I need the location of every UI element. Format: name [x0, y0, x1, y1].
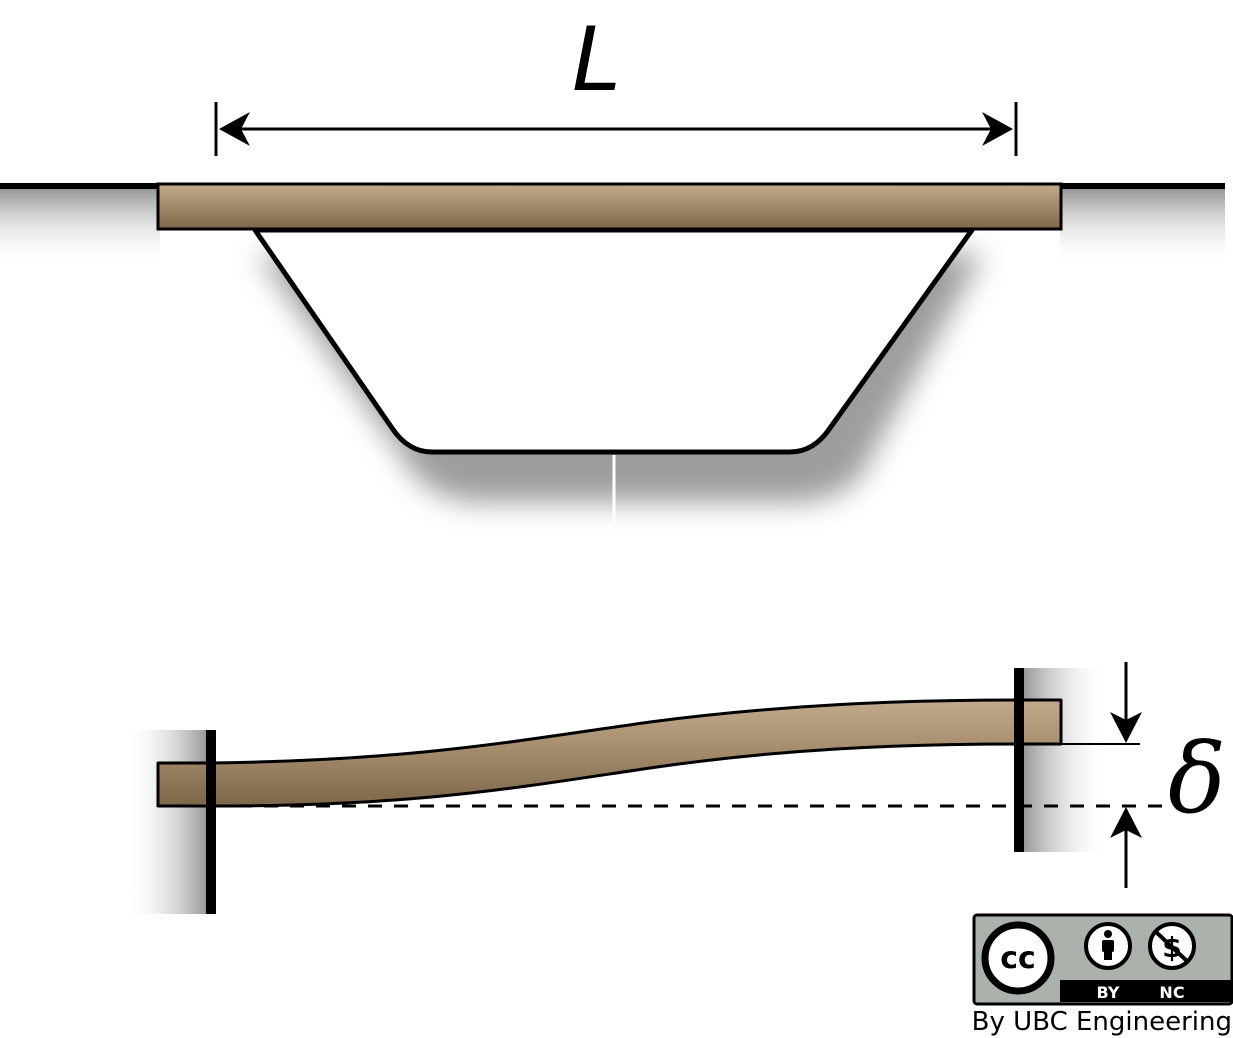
- cc-icon: [981, 921, 1055, 995]
- left-wall-shading: [124, 730, 212, 914]
- cc-icon-text: cc: [1000, 941, 1036, 976]
- right-wall-shading: [1018, 668, 1110, 852]
- plank: [156, 182, 1063, 231]
- span-arrow-left: [219, 112, 250, 146]
- top-view: L: [0, 8, 1225, 522]
- ground-shading-right: [1060, 186, 1225, 266]
- deflected-beam: [156, 698, 1063, 808]
- span-arrow-right: [982, 112, 1013, 146]
- bottom-view: δ: [124, 662, 1226, 914]
- cc-license-badge: cc $ BY NC By UBC Engineering: [972, 913, 1233, 1037]
- span-label: L: [572, 8, 621, 111]
- deflection-arrow-top-head: [1110, 712, 1142, 743]
- ground-shading-left: [0, 186, 160, 266]
- nc-label: NC: [1159, 983, 1184, 1002]
- attribution-icon: [1084, 922, 1132, 970]
- by-label: BY: [1097, 983, 1120, 1002]
- noncommercial-icon: $: [1148, 922, 1196, 970]
- trench: [252, 227, 975, 455]
- badge-bottom-bar: [1060, 980, 1231, 1002]
- credit-text: By UBC Engineering: [972, 1007, 1232, 1037]
- deflection-label: δ: [1168, 723, 1226, 835]
- deflection-arrow-bottom-head: [1110, 807, 1142, 838]
